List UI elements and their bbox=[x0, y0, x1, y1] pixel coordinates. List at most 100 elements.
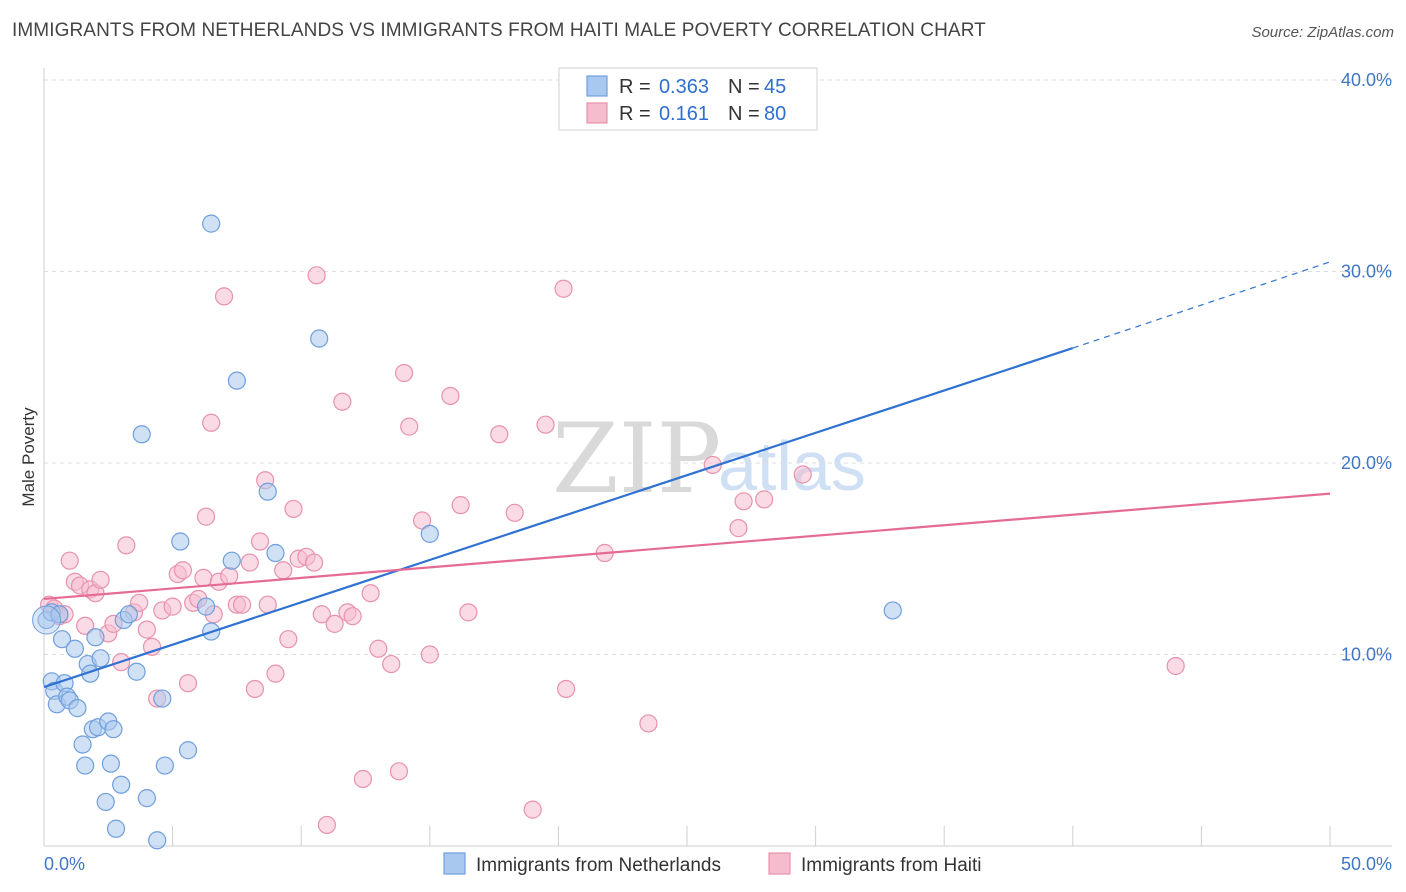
haiti-point bbox=[91, 570, 110, 589]
haiti-point bbox=[304, 553, 324, 572]
haiti-point bbox=[117, 536, 136, 555]
legend-n-value-0: 45 bbox=[764, 76, 786, 98]
netherlands-point bbox=[73, 735, 92, 754]
source-label: Source: ZipAtlas.com bbox=[1251, 24, 1394, 41]
legend-r-label-0: R = bbox=[619, 76, 651, 98]
haiti-point bbox=[240, 553, 259, 572]
haiti-point bbox=[505, 503, 524, 522]
x-tick-label-max: 50.0% bbox=[1341, 854, 1392, 874]
haiti-point bbox=[232, 595, 252, 614]
haiti-points bbox=[40, 266, 1185, 835]
netherlands-point bbox=[171, 532, 190, 551]
netherlands-point bbox=[104, 720, 123, 739]
haiti-point bbox=[137, 620, 156, 639]
series-legend-label-netherlands: Immigrants from Netherlands bbox=[476, 855, 721, 876]
legend-swatch-haiti bbox=[586, 102, 608, 124]
haiti-point bbox=[729, 519, 748, 538]
legend-swatch-netherlands bbox=[586, 75, 608, 97]
haiti-point bbox=[307, 266, 326, 285]
haiti-point bbox=[734, 492, 753, 511]
legend-r-value-0: 0.363 bbox=[659, 76, 709, 98]
netherlands-point bbox=[112, 775, 131, 794]
haiti-point bbox=[173, 561, 192, 580]
haiti-point bbox=[214, 287, 234, 306]
netherlands-trend-line bbox=[43, 347, 1074, 689]
netherlands-point bbox=[106, 819, 126, 838]
y-tick-label: 30.0% bbox=[1341, 262, 1392, 282]
y-tick-label: 20.0% bbox=[1341, 453, 1392, 473]
netherlands-point bbox=[266, 543, 285, 563]
netherlands-point bbox=[68, 699, 87, 718]
haiti-point bbox=[361, 584, 380, 603]
haiti-point bbox=[274, 561, 293, 580]
haiti-point bbox=[202, 413, 221, 432]
haiti-point bbox=[755, 490, 774, 509]
netherlands-point bbox=[310, 329, 329, 348]
haiti-point bbox=[1166, 656, 1185, 676]
trend-lines bbox=[43, 261, 1331, 689]
haiti-point bbox=[284, 499, 303, 519]
netherlands-point bbox=[127, 662, 146, 681]
stats-legend: R = 0.363 N = 45 R = 0.161 N = 80 bbox=[558, 67, 818, 131]
netherlands-point bbox=[202, 214, 221, 233]
legend-n-label-0: N = bbox=[728, 76, 760, 98]
netherlands-point bbox=[227, 371, 246, 390]
netherlands-point bbox=[101, 754, 120, 773]
series-legend-swatch-haiti bbox=[768, 852, 791, 875]
haiti-point bbox=[420, 645, 439, 664]
haiti-point bbox=[536, 415, 555, 434]
haiti-point bbox=[325, 614, 344, 633]
haiti-point bbox=[793, 465, 812, 484]
haiti-point bbox=[194, 568, 213, 588]
netherlands-point bbox=[148, 831, 167, 850]
netherlands-point bbox=[137, 789, 156, 808]
haiti-point bbox=[400, 417, 419, 436]
haiti-trend-line bbox=[43, 492, 1331, 601]
haiti-point bbox=[266, 664, 285, 683]
legend-r-value-1: 0.161 bbox=[659, 103, 709, 125]
netherlands-point bbox=[86, 628, 105, 647]
haiti-point bbox=[639, 714, 658, 733]
netherlands-point bbox=[153, 689, 172, 708]
haiti-point bbox=[130, 593, 149, 612]
y-tick-label: 10.0% bbox=[1341, 645, 1392, 665]
netherlands-point bbox=[258, 482, 277, 501]
netherlands-point bbox=[883, 601, 902, 620]
haiti-point bbox=[441, 386, 460, 406]
haiti-point bbox=[163, 597, 182, 616]
x-tick-label-min: 0.0% bbox=[44, 854, 85, 874]
haiti-point bbox=[245, 679, 265, 699]
haiti-point bbox=[459, 603, 478, 622]
haiti-point bbox=[279, 630, 298, 649]
haiti-point bbox=[554, 279, 573, 298]
netherlands-point bbox=[52, 630, 72, 649]
haiti-point bbox=[382, 654, 401, 674]
netherlands-point bbox=[420, 524, 439, 543]
haiti-point bbox=[317, 815, 337, 835]
netherlands-point bbox=[76, 756, 95, 775]
haiti-point bbox=[312, 605, 331, 624]
haiti-point bbox=[394, 363, 414, 383]
haiti-point bbox=[60, 551, 79, 570]
haiti-point bbox=[523, 800, 542, 819]
netherlands-point bbox=[222, 551, 241, 570]
netherlands-point bbox=[132, 425, 151, 444]
haiti-point bbox=[333, 392, 352, 411]
legend-n-value-1: 80 bbox=[764, 103, 786, 125]
netherlands-point bbox=[119, 605, 138, 624]
series-legend: Immigrants from Netherlands Immigrants f… bbox=[443, 852, 982, 876]
legend-n-label-1: N = bbox=[728, 103, 760, 125]
haiti-point bbox=[451, 496, 470, 515]
haiti-point bbox=[220, 566, 239, 586]
netherlands-point-large bbox=[32, 605, 62, 635]
netherlands-point bbox=[65, 639, 84, 658]
haiti-point bbox=[353, 769, 373, 789]
y-tick-label: 40.0% bbox=[1341, 70, 1392, 90]
haiti-point bbox=[369, 639, 388, 658]
axes bbox=[43, 68, 1392, 847]
chart-title: IMMIGRANTS FROM NETHERLANDS VS IMMIGRANT… bbox=[12, 20, 986, 41]
netherlands-point bbox=[91, 649, 110, 668]
netherlands-point bbox=[155, 756, 174, 775]
y-axis-label: Male Poverty bbox=[19, 407, 38, 507]
